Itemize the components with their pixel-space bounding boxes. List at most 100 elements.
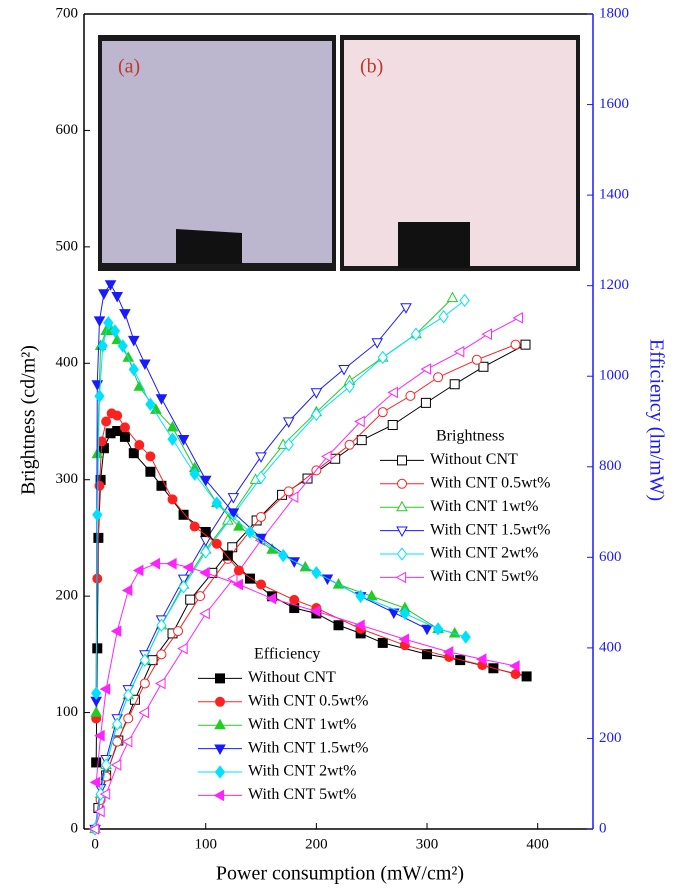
marker bbox=[215, 696, 225, 707]
marker bbox=[89, 776, 101, 789]
series bbox=[89, 557, 520, 789]
marker bbox=[377, 350, 388, 365]
marker bbox=[112, 717, 123, 731]
marker bbox=[199, 475, 212, 487]
marker bbox=[145, 397, 156, 411]
marker bbox=[139, 359, 151, 370]
marker bbox=[377, 407, 388, 418]
y-tick-label: 700 bbox=[56, 5, 79, 21]
y2-tick-label: 1000 bbox=[599, 368, 629, 384]
series bbox=[93, 339, 531, 814]
marker bbox=[215, 673, 225, 684]
marker bbox=[387, 419, 398, 430]
marker bbox=[255, 452, 267, 463]
marker bbox=[149, 557, 161, 570]
marker bbox=[92, 643, 103, 654]
marker bbox=[155, 394, 168, 405]
marker bbox=[255, 470, 267, 485]
y2-tick-label: 200 bbox=[599, 730, 622, 746]
marker bbox=[119, 309, 131, 320]
marker bbox=[189, 521, 200, 532]
marker bbox=[227, 542, 238, 553]
marker bbox=[94, 480, 105, 491]
marker bbox=[509, 660, 520, 672]
marker bbox=[166, 420, 179, 432]
marker bbox=[233, 565, 244, 576]
y-tick-label: 300 bbox=[56, 471, 79, 487]
marker bbox=[338, 365, 350, 376]
marker bbox=[92, 508, 103, 522]
marker bbox=[189, 467, 200, 481]
marker bbox=[510, 339, 521, 350]
legend-label: With CNT 1wt% bbox=[430, 498, 538, 515]
marker bbox=[420, 363, 432, 375]
marker bbox=[282, 417, 295, 428]
marker bbox=[112, 736, 123, 747]
marker bbox=[521, 671, 532, 682]
marker bbox=[256, 579, 267, 590]
marker bbox=[177, 435, 190, 446]
marker bbox=[344, 379, 355, 394]
marker bbox=[396, 547, 408, 561]
series bbox=[88, 312, 523, 835]
marker bbox=[459, 293, 470, 308]
marker bbox=[166, 557, 177, 570]
legend-title: Brightness bbox=[436, 428, 504, 445]
marker bbox=[512, 312, 523, 324]
y-tick-label: 100 bbox=[56, 704, 79, 720]
marker bbox=[475, 653, 487, 666]
marker bbox=[109, 324, 121, 338]
marker bbox=[177, 642, 188, 655]
marker bbox=[354, 619, 365, 632]
legend-label: With CNT 2wt% bbox=[248, 763, 356, 780]
marker bbox=[278, 548, 289, 563]
marker bbox=[396, 526, 408, 538]
marker bbox=[311, 407, 322, 422]
marker bbox=[200, 545, 211, 559]
legend: Brightness Without CNT With CNT 0.5wt% With… bbox=[380, 428, 550, 585]
marker bbox=[299, 560, 312, 572]
marker bbox=[405, 390, 416, 401]
marker bbox=[266, 543, 278, 554]
legend-label: With CNT 1.5wt% bbox=[248, 739, 368, 756]
marker bbox=[214, 718, 226, 730]
marker bbox=[134, 440, 145, 451]
marker bbox=[185, 594, 196, 605]
legend-label: With CNT 0.5wt% bbox=[248, 692, 368, 709]
x-axis-label: Power consumption (mW/cm²) bbox=[216, 863, 464, 885]
marker bbox=[182, 561, 194, 574]
photo-a bbox=[102, 41, 332, 263]
marker bbox=[255, 533, 267, 545]
marker bbox=[156, 649, 167, 660]
marker bbox=[94, 805, 105, 818]
marker bbox=[132, 564, 144, 577]
marker bbox=[145, 451, 156, 462]
marker bbox=[283, 486, 294, 497]
marker bbox=[365, 589, 378, 601]
y2-tick-label: 1400 bbox=[599, 187, 629, 203]
series-line bbox=[94, 300, 465, 830]
marker bbox=[199, 607, 210, 620]
marker bbox=[289, 594, 300, 605]
y2-tick-label: 0 bbox=[599, 820, 607, 836]
marker bbox=[128, 362, 139, 377]
marker bbox=[156, 480, 167, 491]
marker bbox=[214, 744, 226, 756]
marker bbox=[211, 538, 222, 549]
marker bbox=[283, 438, 294, 452]
marker bbox=[213, 789, 225, 802]
marker bbox=[91, 686, 102, 700]
x-tick-label: 400 bbox=[526, 836, 549, 852]
marker bbox=[344, 439, 355, 450]
marker bbox=[222, 550, 233, 561]
y2-tick-label: 400 bbox=[599, 639, 622, 655]
marker bbox=[90, 706, 102, 717]
marker bbox=[396, 500, 408, 512]
marker bbox=[110, 759, 122, 771]
y-tick-label: 500 bbox=[56, 238, 79, 254]
y-tick-label: 400 bbox=[56, 355, 79, 371]
legend-label: With CNT 1wt% bbox=[248, 716, 356, 733]
marker bbox=[377, 637, 388, 648]
marker bbox=[199, 566, 210, 579]
marker bbox=[354, 415, 365, 428]
